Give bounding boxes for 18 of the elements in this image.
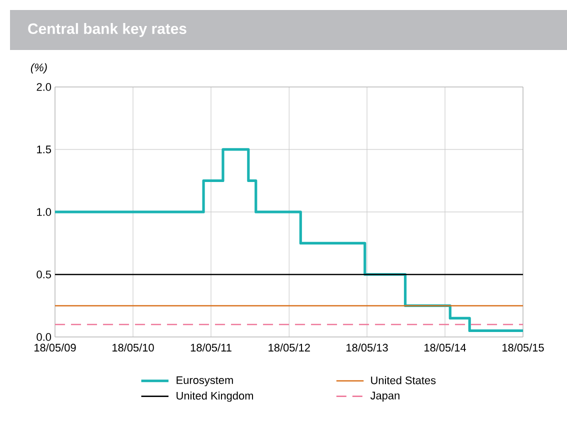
y-tick-label: 0.0 <box>36 333 52 341</box>
y-axis-title: (%) <box>30 63 47 74</box>
y-tick-label: 1.5 <box>37 146 52 154</box>
chart-title: Central bank key rates <box>28 23 186 37</box>
y-tick-label: 2.0 <box>36 83 52 91</box>
legend-label: United States <box>371 376 436 384</box>
x-tick-label: 18/05/15 <box>502 344 544 352</box>
x-tick-label: 18/05/14 <box>424 344 466 352</box>
x-tick-label: 18/05/12 <box>268 344 310 352</box>
y-tick-label: 1.0 <box>37 208 52 216</box>
x-tick-label: 18/05/09 <box>34 344 76 352</box>
x-tick-label: 18/05/10 <box>112 344 154 352</box>
x-tick-label: 18/05/13 <box>346 344 388 352</box>
legend-label: Japan <box>370 392 400 402</box>
y-tick-label: 0.5 <box>36 270 52 278</box>
legend-label: Eurosystem <box>176 376 233 386</box>
x-tick-label: 18/05/11 <box>190 344 232 352</box>
legend-label: United Kingdom <box>176 392 254 402</box>
